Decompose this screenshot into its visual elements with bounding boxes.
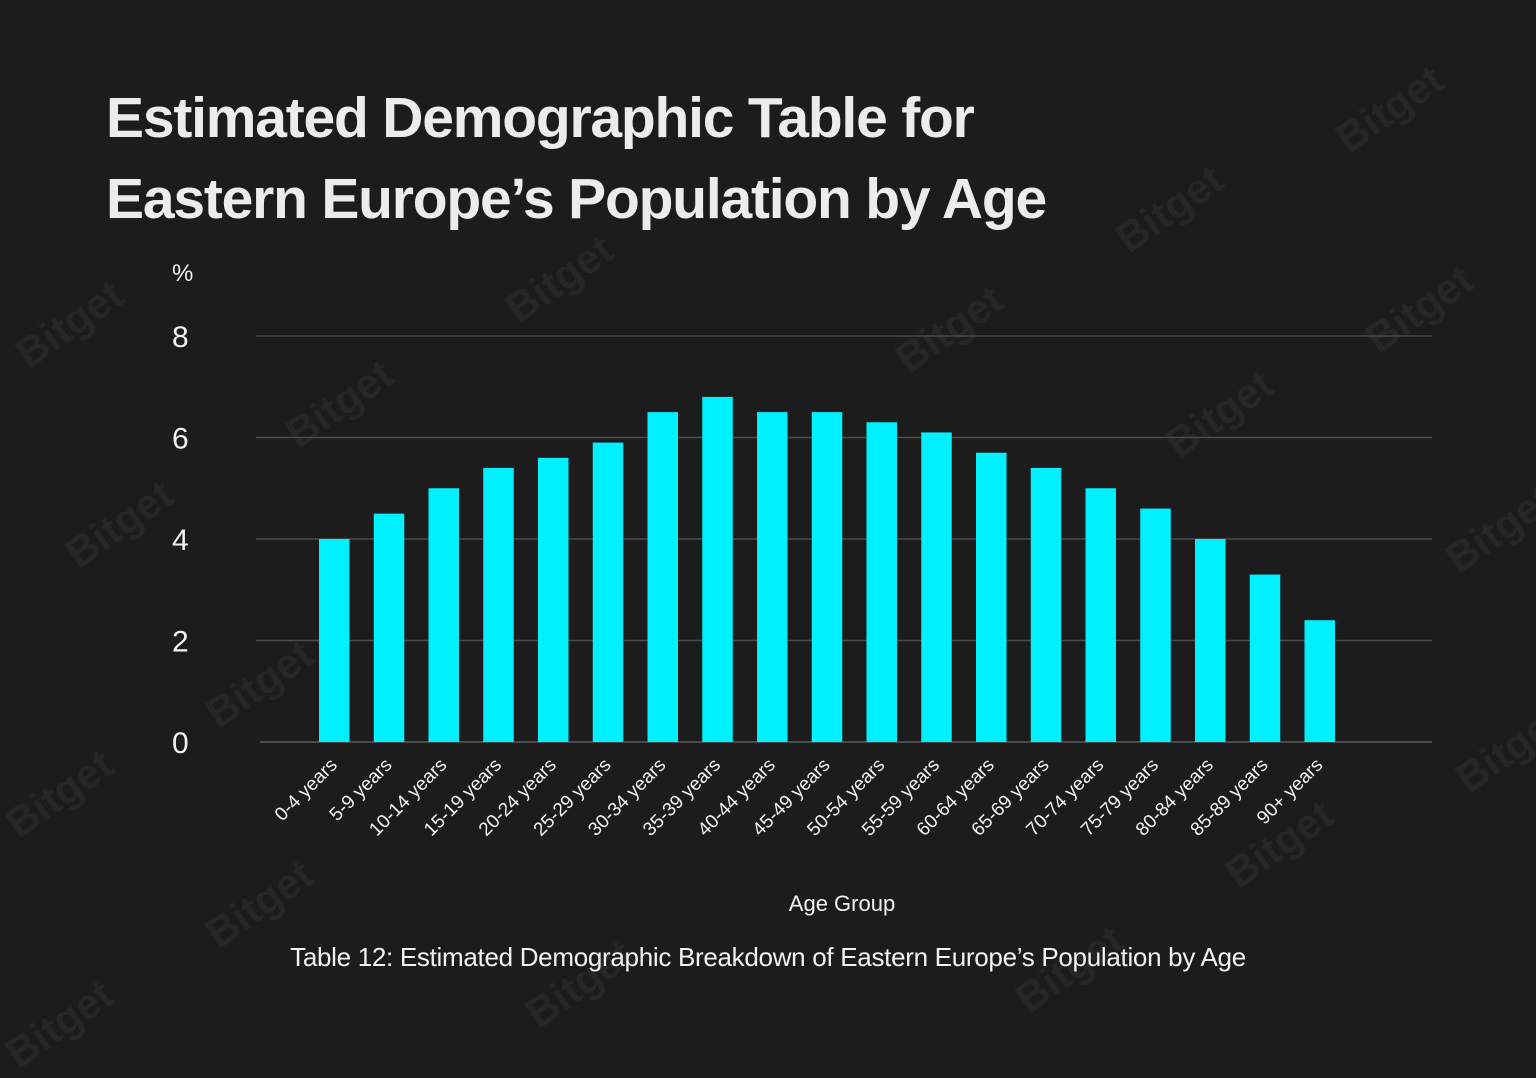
bar-90-years [1304, 620, 1335, 742]
y-axis-label: % [172, 260, 193, 287]
bar-40-44-years [757, 412, 788, 742]
y-tick-label: 8 [172, 321, 189, 354]
bar-5-9-years [373, 513, 405, 742]
y-tick-label: 4 [172, 524, 189, 557]
bar-20-24-years [538, 457, 569, 742]
x-axis-label: Age Group [789, 891, 895, 916]
bar-35-39-years [702, 396, 733, 742]
chart-title-line-2: Eastern Europe’s Population by Age [106, 167, 1047, 231]
bar-85-89-years [1249, 574, 1281, 742]
caption-text: Table 12: Estimated Demographic Breakdow… [290, 942, 1246, 972]
y-tick-label: 6 [172, 423, 189, 456]
bar-50-54-years [866, 422, 897, 742]
bar-30-34-years [647, 412, 678, 742]
y-axis-ticks: 0 2 4 6 8 [172, 321, 189, 760]
bar-70-74-years [1085, 488, 1116, 742]
bar-25-29-years [592, 442, 624, 742]
chart-title-line-1: Estimated Demographic Table for [106, 86, 975, 150]
bar-60-64-years [976, 452, 1007, 742]
bar-10-14-years [428, 488, 459, 742]
bar-55-59-years [921, 432, 952, 742]
bar-75-79-years [1140, 508, 1171, 742]
chart-caption: Table 12: Estimated Demographic Breakdow… [0, 942, 1536, 973]
y-tick-label: 2 [172, 626, 189, 659]
bar-45-49-years [811, 412, 843, 742]
bars [319, 396, 1335, 742]
y-tick-label: 0 [172, 727, 189, 760]
bar-65-69-years [1030, 467, 1062, 742]
bar-80-84-years [1195, 539, 1226, 742]
chart-title: Estimated Demographic Table for Eastern … [106, 78, 1047, 240]
bar-15-19-years [483, 467, 514, 742]
bar-0-4-years [319, 539, 350, 742]
